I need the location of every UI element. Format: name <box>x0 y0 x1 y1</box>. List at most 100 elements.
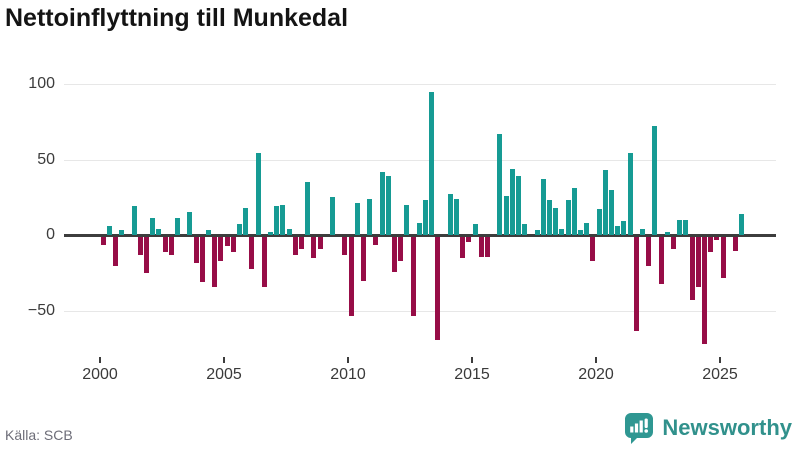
bar-quarter-28 <box>274 206 279 235</box>
bar-quarter-95 <box>690 237 695 300</box>
x-axis-tick-label: 2020 <box>578 366 614 383</box>
bar-quarter-9 <box>156 229 161 235</box>
chart-title: Nettoinflyttning till Munkedal <box>5 4 349 32</box>
bar-quarter-51 <box>417 223 422 235</box>
bar-quarter-74 <box>559 229 564 235</box>
bar-quarter-67 <box>516 176 521 235</box>
bar-quarter-16 <box>200 237 205 282</box>
bar-quarter-76 <box>572 188 577 235</box>
bar-quarter-99 <box>714 237 719 240</box>
bar-quarter-22 <box>237 224 242 235</box>
bar-quarter-15 <box>194 237 199 263</box>
bar-quarter-21 <box>231 237 236 252</box>
x-axis-tick-mark <box>347 357 349 363</box>
source-label: Källa: SCB <box>5 427 73 443</box>
bar-quarter-85 <box>628 153 633 235</box>
newsworthy-wordmark: Newsworthy <box>662 415 792 440</box>
bar-quarter-25 <box>256 153 261 235</box>
bar-quarter-96 <box>696 237 701 287</box>
bar-quarter-68 <box>522 224 527 235</box>
x-axis-tick-label: 2015 <box>454 366 490 383</box>
bar-quarter-1 <box>107 226 112 235</box>
bar-quarter-79 <box>590 237 595 261</box>
bar-quarter-50 <box>411 237 416 316</box>
bar-quarter-6 <box>138 237 143 255</box>
x-axis-tick-mark <box>99 357 101 363</box>
bar-quarter-39 <box>342 237 347 255</box>
bar-quarter-27 <box>268 232 273 235</box>
bar-quarter-7 <box>144 237 149 273</box>
bar-quarter-34 <box>311 237 316 258</box>
bar-quarter-30 <box>287 229 292 235</box>
bar-quarter-46 <box>386 176 391 235</box>
x-axis-tick-label: 2000 <box>82 366 118 383</box>
bar-quarter-14 <box>187 212 192 235</box>
bar-quarter-45 <box>380 172 385 235</box>
bar-quarter-48 <box>398 237 403 261</box>
bar-quarter-82 <box>609 190 614 235</box>
newsworthy-logo[interactable]: Newsworthy <box>624 412 792 444</box>
bar-quarter-88 <box>646 237 651 266</box>
bar-quarter-41 <box>355 203 360 235</box>
bar-quarter-19 <box>218 237 223 261</box>
bar-quarter-90 <box>659 237 664 284</box>
y-axis-tick-label: −50 <box>27 302 55 319</box>
bar-quarter-61 <box>479 237 484 257</box>
bar-quarter-5 <box>132 206 137 235</box>
bar-quarter-2 <box>113 237 118 266</box>
bar-quarter-44 <box>373 237 378 245</box>
bar-quarter-43 <box>367 199 372 235</box>
bar-quarter-57 <box>454 199 459 235</box>
bar-quarter-64 <box>497 134 502 235</box>
bar-quarter-94 <box>683 220 688 235</box>
bar-quarter-81 <box>603 170 608 235</box>
bar-quarter-56 <box>448 194 453 235</box>
x-axis-tick-label: 2010 <box>330 366 366 383</box>
bar-quarter-103 <box>739 214 744 235</box>
bar-quarter-47 <box>392 237 397 272</box>
bar-quarter-0 <box>101 237 106 245</box>
x-axis-tick-mark <box>719 357 721 363</box>
bar-quarter-93 <box>677 220 682 235</box>
bar-quarter-89 <box>652 126 657 235</box>
bar-quarter-29 <box>280 205 285 235</box>
bar-quarter-102 <box>733 237 738 251</box>
bar-quarter-33 <box>305 182 310 235</box>
bar-quarter-12 <box>175 218 180 235</box>
x-axis-tick-label: 2005 <box>206 366 242 383</box>
bar-quarter-32 <box>299 237 304 249</box>
bar-quarter-59 <box>466 237 471 242</box>
bar-quarter-35 <box>318 237 323 249</box>
bar-quarter-75 <box>566 200 571 235</box>
x-axis-tick-mark <box>471 357 473 363</box>
bar-quarter-65 <box>504 196 509 235</box>
bar-quarter-49 <box>404 205 409 235</box>
bar-quarter-40 <box>349 237 354 316</box>
x-axis-tick-label: 2025 <box>702 366 738 383</box>
zero-axis-line <box>64 234 776 237</box>
bar-quarter-18 <box>212 237 217 287</box>
x-axis-tick-mark <box>595 357 597 363</box>
gridline <box>64 311 776 312</box>
bar-quarter-78 <box>584 223 589 235</box>
bar-quarter-54 <box>435 237 440 340</box>
bar-quarter-80 <box>597 209 602 235</box>
bar-quarter-58 <box>460 237 465 258</box>
bar-quarter-84 <box>621 221 626 235</box>
bar-quarter-73 <box>553 208 558 235</box>
bar-quarter-42 <box>361 237 366 281</box>
bar-quarter-24 <box>249 237 254 269</box>
bar-quarter-26 <box>262 237 267 287</box>
bar-quarter-97 <box>702 237 707 344</box>
y-axis-tick-label: 0 <box>46 226 55 243</box>
bar-quarter-66 <box>510 169 515 235</box>
bar-quarter-72 <box>547 200 552 235</box>
bar-quarter-37 <box>330 197 335 235</box>
bar-quarter-60 <box>473 224 478 235</box>
bar-quarter-3 <box>119 230 124 235</box>
gridline <box>64 160 776 161</box>
bar-quarter-52 <box>423 200 428 235</box>
bar-quarter-100 <box>721 237 726 278</box>
y-axis-tick-label: 100 <box>28 75 55 92</box>
bar-quarter-11 <box>169 237 174 255</box>
